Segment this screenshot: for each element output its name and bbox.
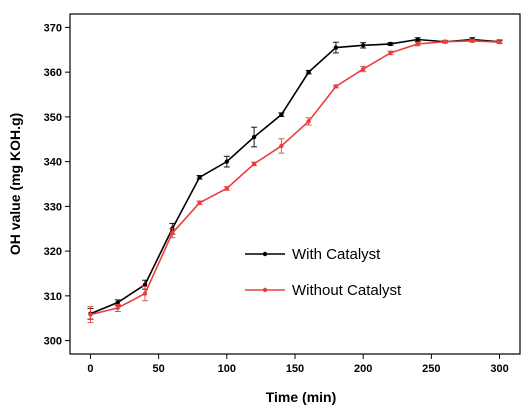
point-without-catalyst-0 (88, 312, 93, 317)
axis-ticks: 0 50 100 150 200 250 300 300 310 320 330 340 350 360 3… (44, 22, 509, 375)
point-with-catalyst-240 (415, 37, 420, 42)
point-with-catalyst-40 (142, 282, 148, 287)
x-tick-label-0: 0 (87, 363, 93, 375)
y-tick-label-300: 300 (44, 336, 62, 348)
point-without-catalyst-80 (197, 200, 202, 205)
plot-frame (69, 13, 521, 355)
y-tick-label-310: 310 (44, 291, 62, 303)
legend-marker-without-catalyst (262, 287, 268, 293)
point-without-catalyst-140 (279, 143, 284, 149)
x-axis-title: Time (min) (266, 389, 337, 405)
point-without-catalyst-220 (388, 50, 393, 56)
y-tick-label-370: 370 (44, 22, 62, 34)
series-layer (87, 37, 503, 324)
y-tick-label-330: 330 (44, 201, 62, 213)
point-without-catalyst-300 (497, 39, 502, 45)
point-with-catalyst-120 (251, 134, 257, 140)
x-tick-label-250: 250 (422, 363, 440, 375)
y-tick-label-360: 360 (44, 67, 62, 79)
series-line-with-catalyst (90, 38, 500, 315)
point-with-catalyst-100 (224, 159, 230, 164)
x-tick-label-300: 300 (490, 363, 508, 375)
point-without-catalyst-100 (224, 186, 230, 191)
y-tick-label-340: 340 (44, 157, 62, 169)
point-without-catalyst-280 (470, 38, 475, 44)
legend-label-with-catalyst: With Catalyst (292, 246, 381, 263)
legend-marker-with-catalyst (262, 251, 268, 257)
point-without-catalyst-60 (170, 231, 175, 236)
x-tick-label-50: 50 (153, 363, 165, 375)
legend: With Catalyst Without Catalyst (245, 246, 402, 299)
point-without-catalyst-20 (115, 305, 120, 311)
point-without-catalyst-260 (442, 39, 448, 44)
y-tick-label-320: 320 (44, 246, 62, 258)
point-without-catalyst-160 (306, 119, 311, 124)
point-without-catalyst-240 (415, 41, 420, 47)
point-without-catalyst-180 (333, 84, 339, 89)
series-with-catalyst (87, 37, 503, 320)
point-without-catalyst-40 (142, 291, 148, 296)
point-with-catalyst-220 (388, 41, 393, 47)
legend-label-without-catalyst: Without Catalyst (292, 282, 402, 299)
x-tick-label-150: 150 (286, 363, 304, 375)
x-tick-label-200: 200 (354, 363, 372, 375)
series-line-without-catalyst (90, 40, 500, 316)
point-without-catalyst-200 (360, 66, 366, 72)
point-with-catalyst-140 (279, 112, 284, 117)
point-with-catalyst-20 (115, 300, 120, 305)
y-axis-title: OH value (mg KOH.g) (7, 113, 23, 255)
x-tick-label-100: 100 (218, 363, 236, 375)
series-without-catalyst (87, 38, 503, 324)
point-with-catalyst-180 (333, 45, 339, 50)
point-with-catalyst-80 (197, 175, 202, 180)
point-with-catalyst-160 (306, 69, 311, 75)
point-with-catalyst-200 (360, 43, 366, 48)
y-tick-label-350: 350 (44, 112, 62, 124)
point-without-catalyst-120 (251, 161, 257, 167)
